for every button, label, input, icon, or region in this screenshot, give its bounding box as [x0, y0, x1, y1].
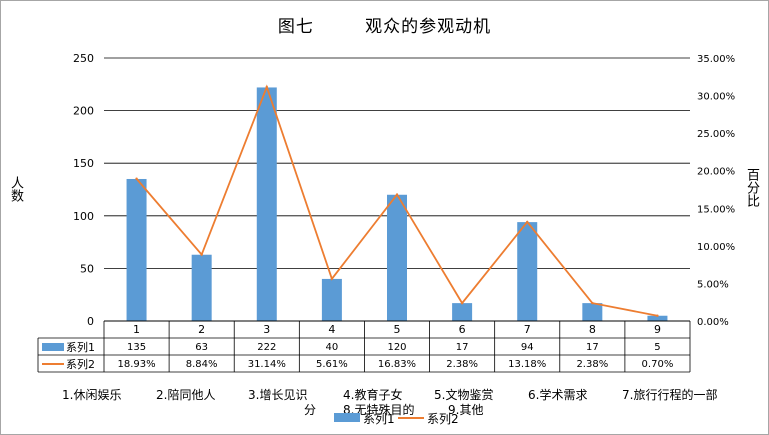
table-cell-series2: 2.38%: [576, 359, 608, 370]
category-note-3: 3.增长见识: [248, 388, 308, 402]
y-tick-label: 150: [73, 157, 94, 170]
category-note-8: 8.无特殊目的: [343, 403, 415, 417]
category-label: 5: [394, 323, 401, 336]
line-point: [460, 301, 464, 305]
category-note-1: 1.休闲娱乐: [62, 388, 122, 402]
bar: [126, 178, 147, 321]
legend-label-series2: 系列2: [427, 412, 459, 426]
category-label: 1: [133, 323, 140, 336]
table-cell-series2: 8.84%: [186, 359, 218, 370]
category-label: 8: [589, 323, 596, 336]
y2-tick-label: 15.00%: [697, 204, 735, 215]
bar: [321, 278, 342, 321]
bar: [452, 303, 473, 321]
table-cell-series2: 31.14%: [248, 359, 286, 370]
category-label: 4: [328, 323, 335, 336]
category-note-6: 6.学术需求: [528, 388, 588, 402]
y2-tick-label: 0.00%: [697, 317, 729, 328]
category-label: 3: [263, 323, 270, 336]
category-note-7: 7.旅行行程的一部: [622, 388, 718, 402]
y-tick-label: 50: [80, 262, 94, 275]
legend-label-series1: 系列1: [363, 412, 395, 426]
category-label: 6: [459, 323, 466, 336]
table-cell-series2: 0.70%: [642, 359, 674, 370]
category-label: 9: [654, 323, 661, 336]
table-cell-series2: 2.38%: [446, 359, 478, 370]
category-note-4: 4.教育子女: [343, 388, 403, 402]
y2-tick-label: 25.00%: [697, 129, 735, 140]
category-label: 2: [198, 323, 205, 336]
chart-title: 图七 观众的参观动机: [277, 17, 492, 37]
table-cell-series1: 94: [521, 342, 534, 353]
y2-axis-label: 百分比: [744, 168, 759, 207]
line-point: [330, 277, 334, 281]
bar: [256, 87, 277, 322]
line-point: [395, 193, 399, 196]
bar: [647, 315, 668, 321]
y-tick-label: 250: [73, 52, 94, 65]
line-point: [200, 253, 203, 256]
y2-tick-label: 35.00%: [697, 54, 735, 65]
table-cell-series1: 222: [257, 342, 276, 353]
bar: [191, 254, 212, 321]
y2-tick-label: 5.00%: [697, 279, 729, 290]
bar: [517, 222, 538, 321]
table-cell-series1: 120: [387, 342, 406, 353]
y-axis-label: 人数: [8, 176, 23, 202]
category-label: 7: [524, 323, 531, 336]
bar: [582, 303, 603, 321]
y-tick-label: 0: [87, 315, 94, 328]
legend-swatch-bar: [334, 413, 360, 422]
line-point: [135, 177, 138, 180]
table-cell-series1: 40: [326, 342, 339, 353]
table-cell-series2: 5.61%: [316, 359, 348, 370]
table-cell-series1: 5: [654, 342, 660, 353]
category-note-2: 2.陪同他人: [156, 388, 216, 402]
table-key-bar: [42, 343, 64, 351]
line-point: [526, 220, 529, 224]
table-cell-series2: 13.18%: [508, 359, 546, 370]
table-cell-series1: 17: [456, 342, 469, 353]
line-point: [656, 314, 659, 317]
legend-swatch-line: [398, 417, 424, 419]
y2-tick-label: 30.00%: [697, 92, 735, 103]
bar: [387, 194, 407, 321]
y2-tick-label: 20.00%: [697, 167, 735, 178]
category-note-3-cont: 分: [304, 403, 317, 417]
category-note-9: 9.其他: [448, 403, 484, 417]
table-cell-series1: 63: [195, 342, 208, 353]
y-tick-label: 200: [73, 105, 94, 118]
table-cell-series2: 16.83%: [378, 359, 416, 370]
y2-tick-label: 10.00%: [697, 242, 735, 253]
category-note-5: 5.文物鉴赏: [434, 388, 494, 402]
table-row-label-series2: 系列2: [66, 357, 95, 371]
table-cell-series1: 17: [586, 342, 599, 353]
line-point: [265, 85, 268, 89]
table-cell-series1: 135: [127, 342, 146, 353]
table-row-label-series1: 系列1: [66, 340, 95, 354]
y-tick-label: 100: [73, 210, 94, 223]
line-point: [591, 301, 594, 305]
table-cell-series2: 18.93%: [117, 359, 155, 370]
